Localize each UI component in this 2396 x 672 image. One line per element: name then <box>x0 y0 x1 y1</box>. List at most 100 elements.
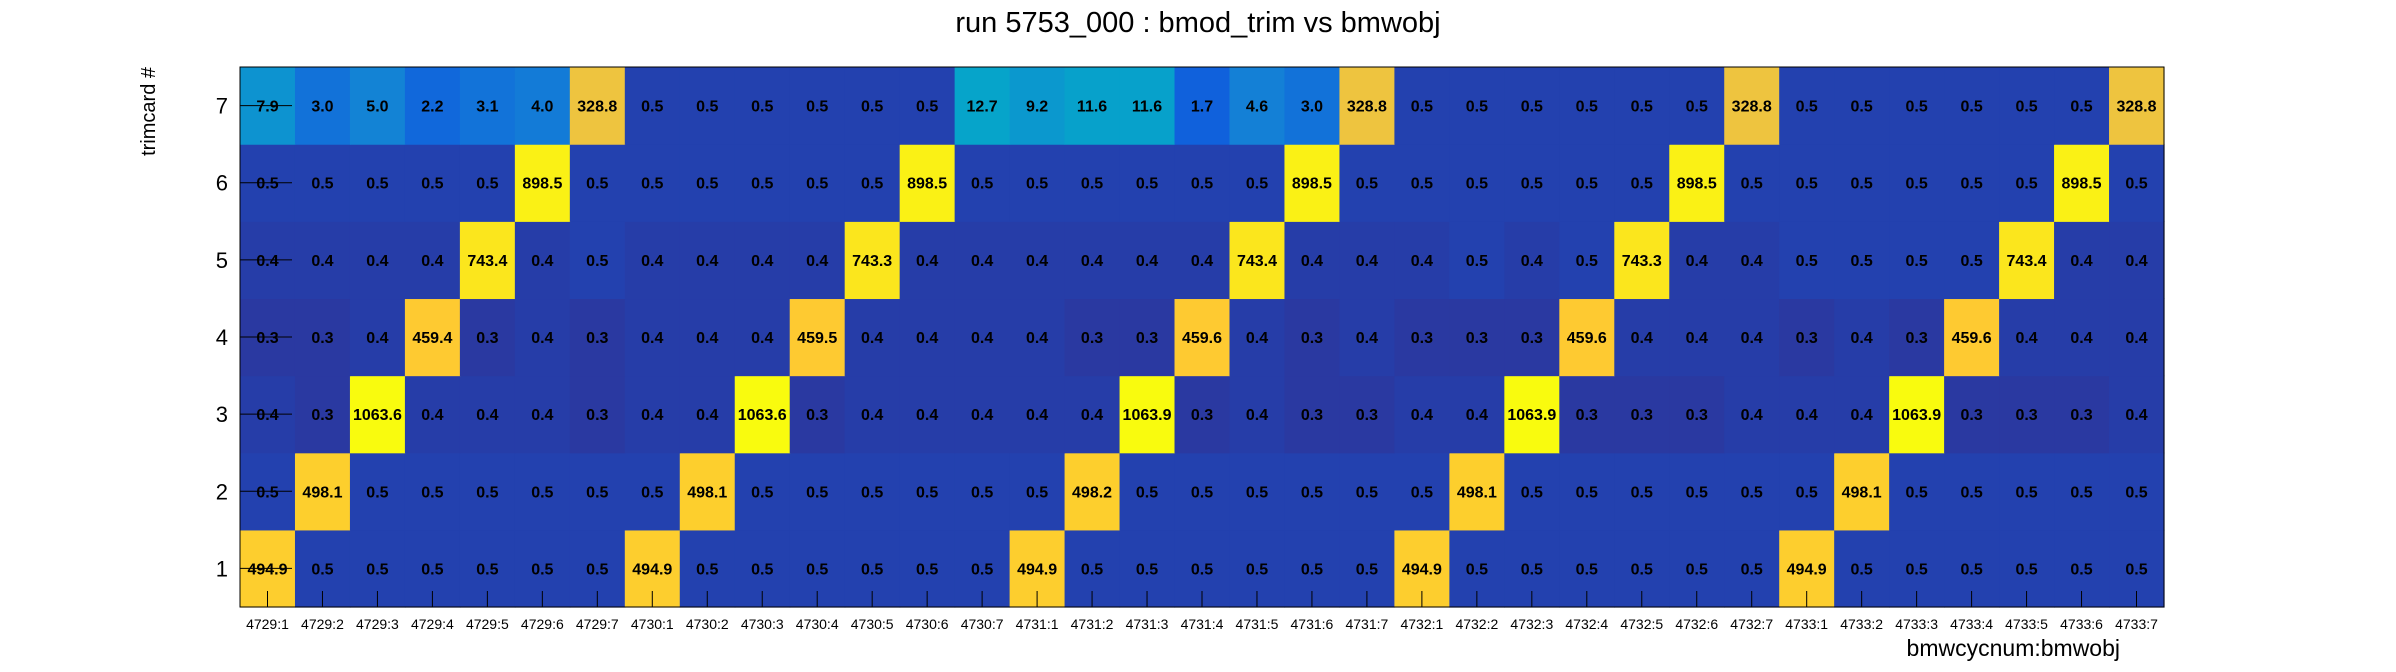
x-tick-label: 4732:7 <box>1730 616 1773 632</box>
heatmap-cell <box>1944 452 2000 531</box>
heatmap-cell <box>679 452 736 531</box>
cell-value-label: 0.5 <box>586 561 608 578</box>
heatmap-cell <box>1779 298 1835 377</box>
x-tick-label: 4729:7 <box>576 616 619 632</box>
cell-value-label: 0.5 <box>1576 253 1598 270</box>
x-tick-label: 4731:4 <box>1181 616 1224 632</box>
cell-value-label: 0.5 <box>1851 561 1873 578</box>
cell-value-label: 498.1 <box>1842 484 1882 501</box>
y-tick-label: 1 <box>216 556 228 581</box>
x-tick-label: 4729:3 <box>356 616 399 632</box>
cell-value-label: 3.0 <box>1301 99 1323 116</box>
heatmap-cell <box>899 375 956 454</box>
heatmap-cell <box>1064 298 1121 377</box>
x-tick-label: 4733:2 <box>1840 616 1883 632</box>
heatmap-cell <box>844 221 901 300</box>
heatmap-cell <box>459 375 516 454</box>
heatmap-cell <box>569 375 626 454</box>
cell-value-label: 328.8 <box>577 99 617 116</box>
heatmap-cell <box>294 144 351 222</box>
heatmap-cell <box>734 298 791 377</box>
cell-value-label: 0.4 <box>1741 330 1763 347</box>
heatmap-cell <box>2054 298 2110 377</box>
heatmap-cell <box>899 452 956 531</box>
cell-value-label: 0.5 <box>696 176 718 193</box>
cell-value-label: 0.5 <box>1356 176 1378 193</box>
cell-value-label: 0.5 <box>1741 176 1763 193</box>
x-tick-label: 4731:7 <box>1345 616 1388 632</box>
cell-value-label: 0.5 <box>1796 176 1818 193</box>
heatmap-cell <box>844 452 901 531</box>
cell-value-label: 0.4 <box>1081 407 1103 424</box>
cell-value-label: 0.5 <box>1906 99 1928 116</box>
heatmap-cell <box>789 375 846 454</box>
cell-value-label: 0.5 <box>2015 99 2037 116</box>
heatmap-cell <box>899 298 956 377</box>
heatmap-cell <box>1889 298 1945 377</box>
cell-value-label: 0.4 <box>916 253 938 270</box>
cell-value-label: 0.5 <box>751 176 773 193</box>
heatmap-cell <box>1889 221 1945 300</box>
cell-value-label: 0.5 <box>2015 176 2037 193</box>
heatmap-cell <box>1229 144 1286 222</box>
heatmap-cell <box>1614 67 1670 145</box>
heatmap-cell <box>1504 452 1560 531</box>
heatmap-cell <box>734 67 791 145</box>
cell-value-label: 898.5 <box>522 176 562 193</box>
cell-value-label: 459.6 <box>1182 330 1222 347</box>
cell-value-label: 0.4 <box>1521 253 1543 270</box>
y-tick-label: 2 <box>216 479 228 504</box>
cell-value-label: 0.4 <box>916 330 938 347</box>
heatmap-cell <box>1339 375 1395 454</box>
heatmap-cell <box>1229 221 1286 300</box>
cell-value-label: 0.4 <box>751 253 773 270</box>
cell-value-label: 459.4 <box>412 330 452 347</box>
cell-value-label: 0.3 <box>1796 330 1818 347</box>
heatmap-cell <box>1174 67 1231 145</box>
heatmap-cell <box>1009 298 1066 377</box>
cell-value-label: 0.4 <box>641 330 663 347</box>
cell-value-label: 0.5 <box>1466 561 1488 578</box>
cell-value-label: 0.5 <box>1466 99 1488 116</box>
heatmap-cell <box>1504 221 1560 300</box>
heatmap-cell <box>1614 221 1670 300</box>
cell-value-label: 0.3 <box>1411 330 1433 347</box>
cell-value-label: 0.4 <box>421 253 443 270</box>
cell-value-label: 0.5 <box>1796 99 1818 116</box>
cell-value-label: 0.5 <box>1741 561 1763 578</box>
heatmap-cell <box>1669 452 1725 531</box>
cell-value-label: 0.5 <box>476 484 498 501</box>
heatmap-cell <box>1669 221 1725 300</box>
x-tick-label: 4733:7 <box>2115 616 2158 632</box>
cell-value-label: 0.5 <box>366 176 388 193</box>
cell-value-label: 898.5 <box>2062 176 2102 193</box>
heatmap-cell <box>1064 375 1121 454</box>
cell-value-label: 0.4 <box>531 407 553 424</box>
heatmap-cell <box>1174 298 1231 377</box>
cell-value-label: 4.6 <box>1246 99 1268 116</box>
cell-value-label: 0.3 <box>311 330 333 347</box>
cell-value-label: 0.5 <box>1851 99 1873 116</box>
cell-value-label: 0.5 <box>256 484 278 501</box>
cell-value-label: 494.9 <box>1402 561 1442 578</box>
cell-value-label: 0.5 <box>971 176 993 193</box>
heatmap-cell <box>1174 452 1231 531</box>
heatmap-cell <box>1009 67 1066 145</box>
cell-value-label: 0.5 <box>1686 484 1708 501</box>
heatmap-cell <box>1449 298 1505 377</box>
cell-value-label: 0.4 <box>1026 253 1048 270</box>
cell-value-label: 0.5 <box>861 99 883 116</box>
cell-value-label: 0.5 <box>1301 561 1323 578</box>
heatmap-cell <box>1779 452 1835 531</box>
cell-value-label: 0.5 <box>1356 561 1378 578</box>
cell-value-label: 0.4 <box>531 253 553 270</box>
heatmap-cell <box>1064 452 1121 531</box>
cell-value-label: 0.5 <box>1466 253 1488 270</box>
heatmap-cell <box>2054 452 2110 531</box>
heatmap-cell <box>1669 375 1725 454</box>
cell-value-label: 0.5 <box>641 484 663 501</box>
heatmap-cell <box>1944 375 2000 454</box>
cell-value-label: 0.5 <box>1521 484 1543 501</box>
cell-value-label: 0.5 <box>1960 99 1982 116</box>
x-tick-label: 4729:6 <box>521 616 564 632</box>
